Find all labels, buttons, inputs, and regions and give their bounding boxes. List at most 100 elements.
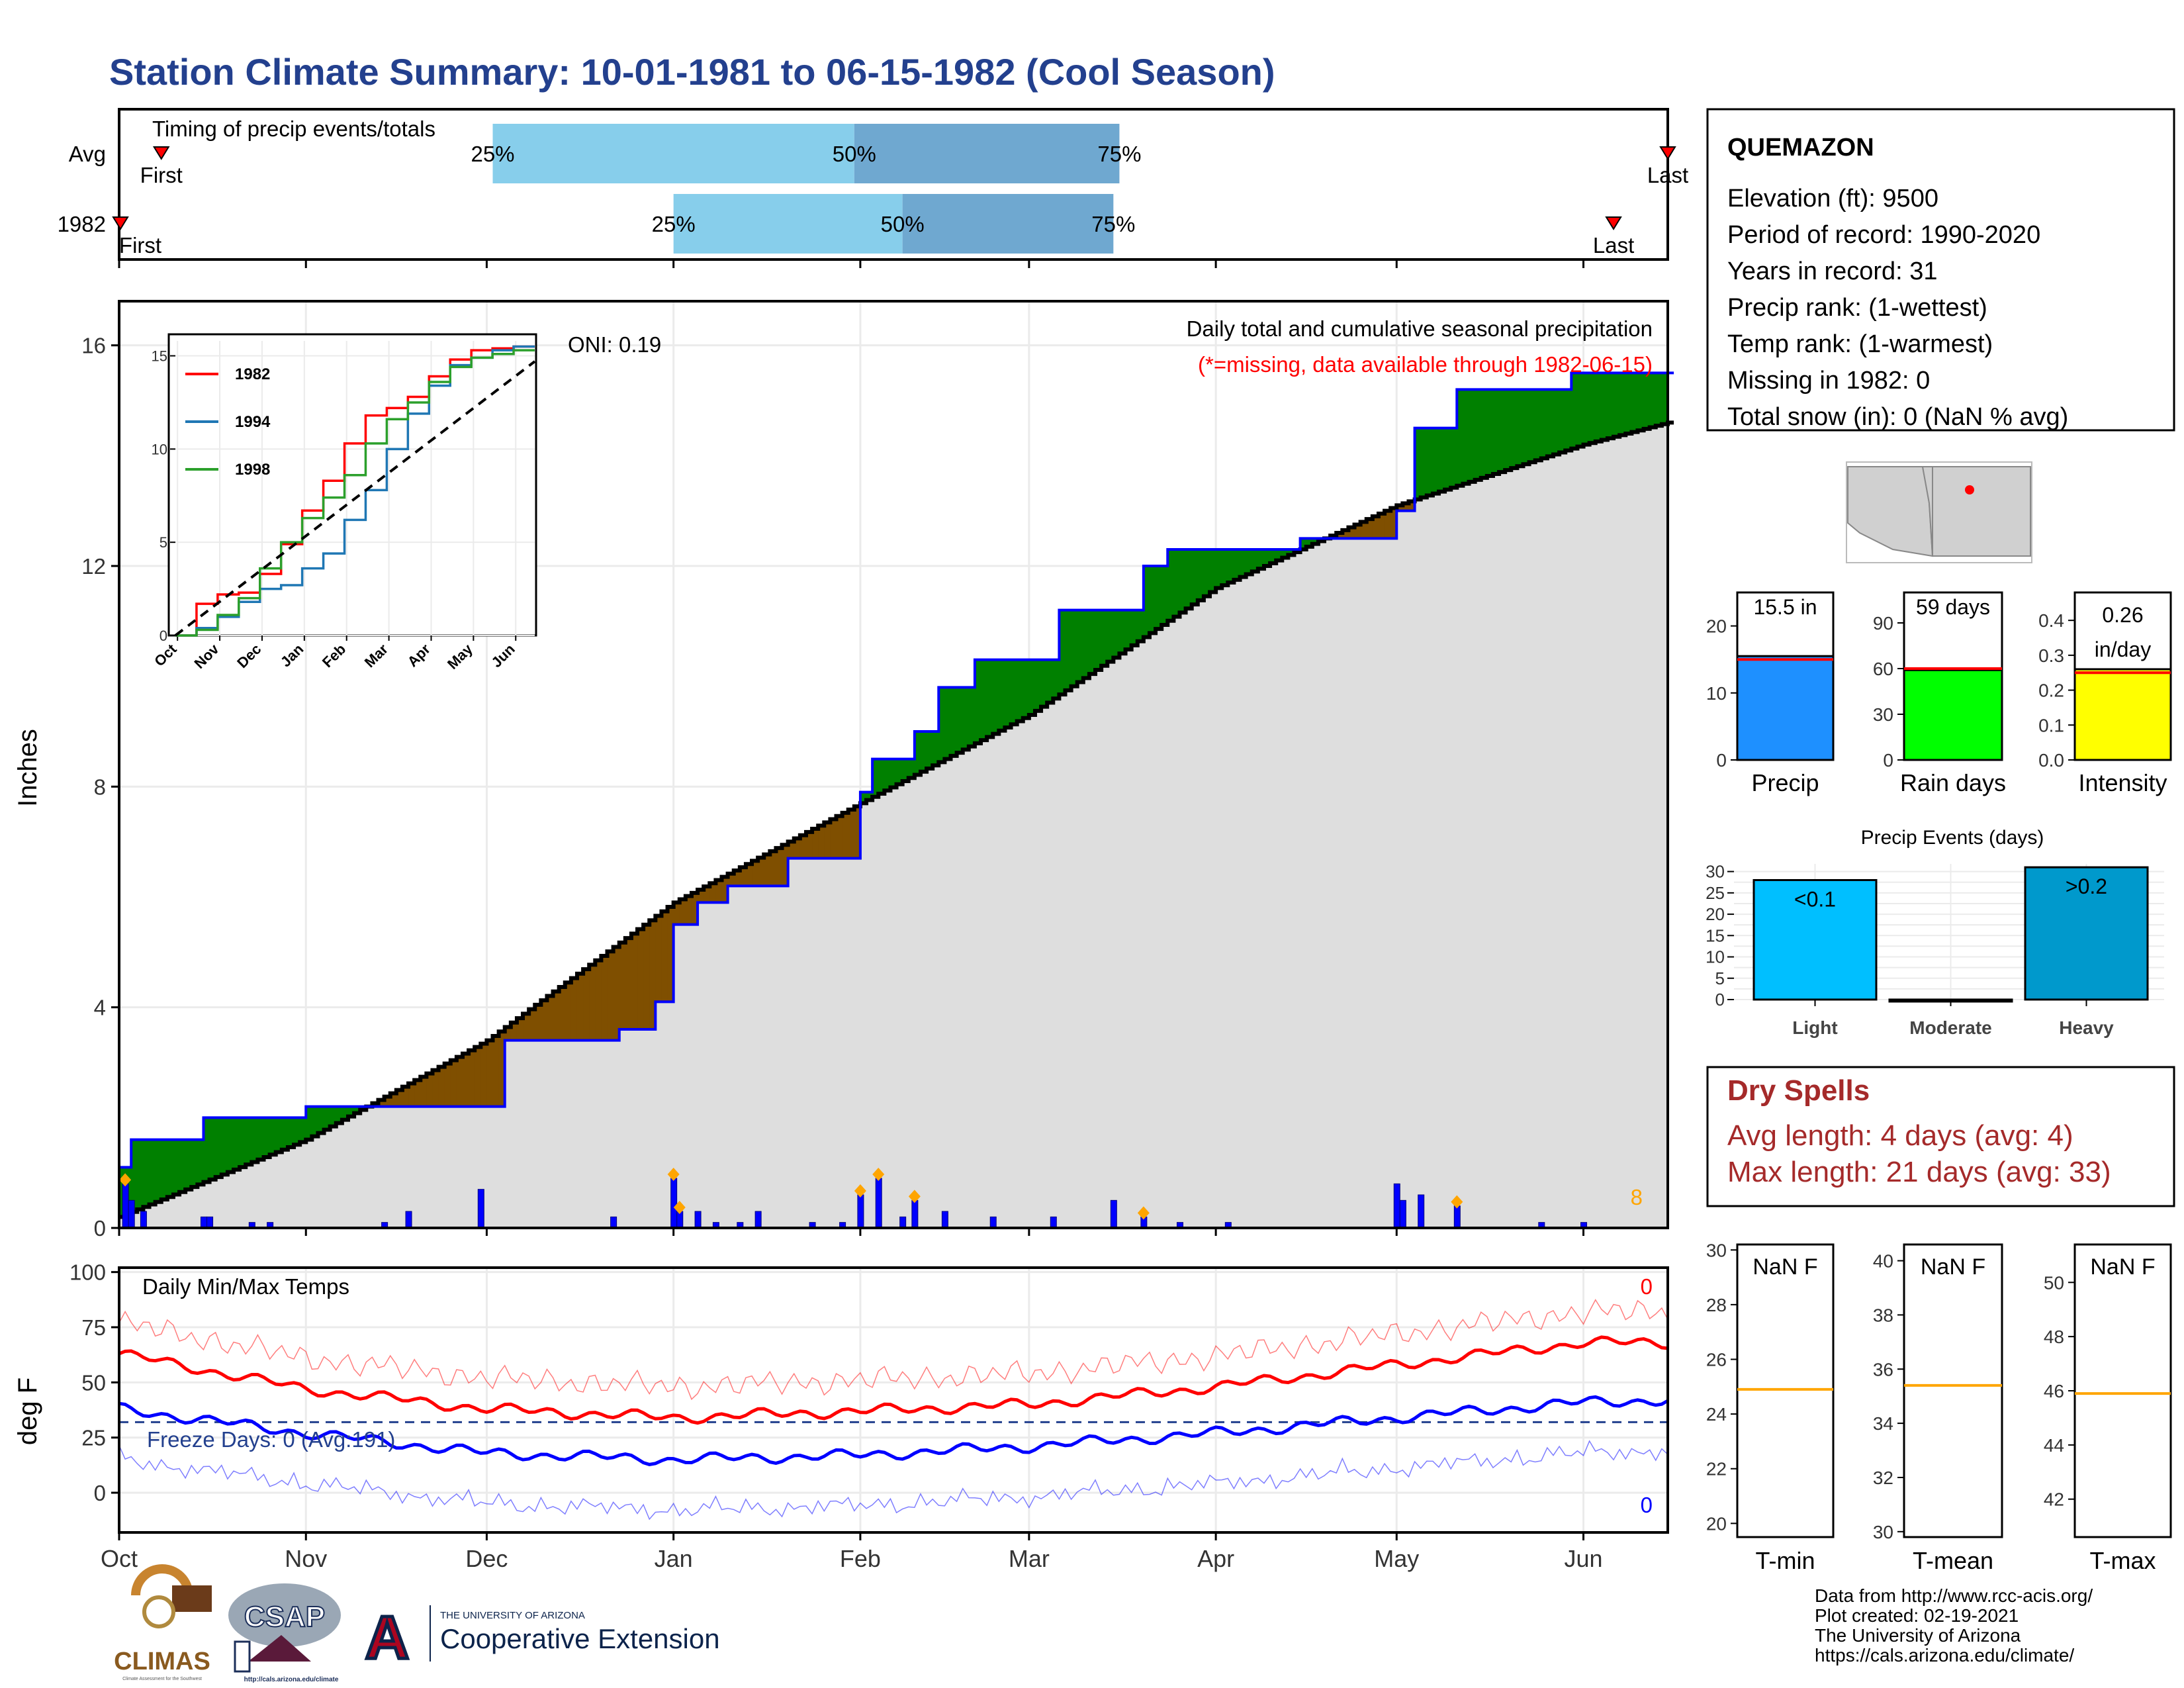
departure-band [1113,610,1120,658]
departure-band [1257,549,1265,569]
departure-band [456,1056,463,1107]
temp-summary-tick-label: 44 [2044,1435,2064,1456]
temp-summary-tick-label: 24 [1706,1404,1727,1425]
daily-precip-bar [875,1178,882,1229]
departure-band [1571,373,1578,449]
departure-band [987,659,993,737]
temp-panel: deg F 0 25 50 75 100 Daily Min/Max Temps Fre… [13,1260,1669,1572]
departure-band [758,857,764,886]
timing-panel: Timing of precip events/totals Avg 25% 50%… [58,108,1688,268]
month-label: Oct [101,1545,138,1572]
departure-band [1469,389,1476,482]
departure-band [426,1073,433,1107]
precip-panel: Inches 0 4 8 12 16 ONI: 0.19 Daily total and… [13,300,1674,1241]
summary-tick-label: 0.4 [2038,610,2064,631]
temp-ytick-label: 100 [69,1260,106,1285]
departure-band [1541,389,1548,459]
departure-band [1053,659,1060,699]
departure-band [698,889,704,903]
departure-band [553,991,560,1041]
departure-band [1432,428,1439,494]
departure-band [523,1013,529,1041]
temp-ytick-label: 25 [81,1426,106,1450]
departure-band [1505,389,1512,471]
departure-band [384,1096,391,1107]
departure-band [908,759,915,778]
daily-precip-bar [899,1216,907,1229]
departure-band [1595,373,1602,442]
departure-band [752,861,758,886]
departure-band [1583,373,1590,445]
departure-band [956,687,964,753]
departure-band [824,822,831,859]
departure-band [240,1117,246,1168]
event-bar-label: <0.1 [1794,887,1836,911]
temp-summary-tick-label: 30 [1706,1240,1727,1260]
station-info-line: Period of record: 1990-2020 [1727,221,2040,249]
daily-precip-bar [1110,1199,1117,1229]
departure-band [1637,373,1645,431]
departure-band [1414,428,1422,500]
departure-band [860,792,867,804]
footer-credits: Data from http://www.rcc-acis.org/Plot c… [1815,1585,2093,1665]
inset-legend-label: 1982 [235,365,270,383]
departure-band [1475,389,1482,480]
departure-band [878,759,885,794]
first-event-marker-icon [152,146,170,160]
departure-band [492,1035,500,1107]
departure-band [595,960,602,1041]
departure-band [770,851,777,886]
ua-extension: Cooperative Extension [440,1623,720,1654]
departure-band [1059,610,1066,695]
events-tick-label: 15 [1706,925,1725,945]
departure-band [173,1139,180,1195]
departure-band [324,1106,331,1130]
departure-band [1402,503,1410,511]
oni-label: ONI: 0.19 [568,332,661,357]
daily-precip-bar [694,1211,702,1229]
station-info-line: Temp rank: (1-warmest) [1727,330,1993,358]
departure-band [637,929,644,1029]
departure-band [294,1117,300,1145]
departure-band [438,1066,445,1107]
temperature-summary-bars: 20 22 24 26 28 30 NaN F T-min 30 32 34 36 38 40 NaN F T… [1706,1240,2172,1574]
departure-band [143,1139,150,1207]
daily-precip-bar [911,1199,919,1229]
daily-precip-bar [206,1216,214,1229]
departure-band [1451,428,1457,488]
summary-tick-label: 0.3 [2038,645,2064,666]
summary-value-label: 0.26 [2102,603,2143,627]
departure-band [799,835,807,859]
departure-band [1017,659,1024,722]
departure-band [516,1018,523,1041]
departure-band [396,1090,403,1107]
record-max-line [118,1299,1668,1401]
departure-band [1547,389,1554,457]
departure-band [504,1027,512,1041]
timing-q2-bar [902,194,1114,254]
departure-band [137,1139,144,1210]
departure-band [805,831,813,859]
temp-title: Daily Min/Max Temps [142,1274,349,1299]
departure-band [306,1106,312,1140]
departure-band [794,838,801,859]
departure-band [547,996,554,1041]
temp-ytick-label: 0 [94,1481,106,1505]
inset-ytick-label: 0 [159,628,167,644]
departure-band [354,1106,361,1113]
temp-ytick-label: 75 [81,1315,106,1340]
departure-band [601,955,608,1041]
departure-band [535,1004,541,1041]
temp-ytick-label: 50 [81,1370,106,1395]
departure-band [1216,549,1222,588]
departure-band [576,973,584,1041]
timing-q1-bar [492,124,854,183]
departure-band [450,1060,457,1107]
departure-band [1222,549,1228,586]
departure-band [1161,566,1168,625]
precip-caption: Daily total and cumulative seasonal prec… [1187,316,1653,341]
departure-band [1246,549,1253,575]
departure-band [408,1083,415,1107]
departure-band [414,1080,421,1107]
